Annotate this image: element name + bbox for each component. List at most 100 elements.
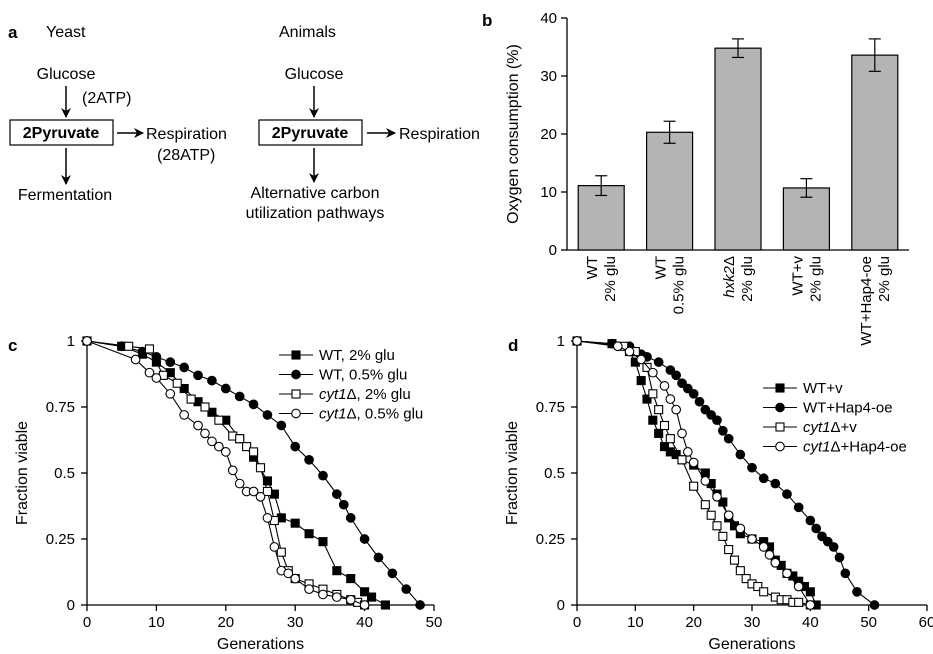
x-tick-label: 30 xyxy=(287,614,304,631)
y-tick-label: 1 xyxy=(67,333,75,350)
y-tick-label: 20 xyxy=(540,126,557,143)
y-tick-label: 0.5 xyxy=(544,465,565,482)
data-point xyxy=(712,415,722,426)
data-point xyxy=(665,434,675,444)
data-point xyxy=(805,600,816,610)
series-3 xyxy=(572,336,816,610)
data-point xyxy=(747,462,757,473)
data-point xyxy=(671,449,681,460)
panel-a: a Yeast Glucose (2ATP) 2Pyruvate Respira… xyxy=(8,23,480,222)
data-point xyxy=(331,489,342,499)
animals-alternative-label-2: utilization pathways xyxy=(246,205,385,222)
y-tick-label: 0.5 xyxy=(54,465,75,482)
data-point xyxy=(331,592,342,602)
data-point xyxy=(624,346,635,357)
legend-label: WT, 2% glu xyxy=(319,347,395,364)
data-point xyxy=(717,425,728,436)
data-point xyxy=(346,574,356,584)
data-point xyxy=(770,478,781,489)
y-axis-label: Fraction viable xyxy=(504,421,521,525)
data-point xyxy=(235,434,245,444)
legend-label: cyt1Δ+Hap4-oe xyxy=(803,439,907,456)
panel-letter-a: a xyxy=(8,23,18,42)
data-point xyxy=(805,515,816,526)
legend-label: WT+v xyxy=(803,380,843,397)
x-tick-label: 0 xyxy=(573,614,581,631)
data-point xyxy=(735,566,745,576)
data-point xyxy=(220,383,231,394)
data-point xyxy=(759,587,769,597)
data-point xyxy=(124,341,134,351)
data-point xyxy=(172,378,182,388)
data-point xyxy=(735,523,746,534)
data-point xyxy=(689,481,699,491)
series-3 xyxy=(82,336,370,610)
y-tick-label: 0 xyxy=(557,597,565,614)
x-axis-label: Generations xyxy=(217,636,304,653)
data-point xyxy=(359,534,370,544)
bar xyxy=(714,47,762,251)
data-point xyxy=(811,523,822,534)
x-tick-label: 40 xyxy=(802,614,819,631)
data-point xyxy=(654,405,664,415)
series-0 xyxy=(572,336,821,610)
data-point xyxy=(193,370,203,381)
data-point xyxy=(248,486,259,497)
x-tick-label: 50 xyxy=(860,614,877,631)
data-point xyxy=(207,436,217,447)
data-point xyxy=(735,449,746,460)
data-point xyxy=(758,542,769,552)
yeast-respiration-label: Respiration xyxy=(146,126,227,143)
x-category-label-line2: 2% glu xyxy=(739,256,756,302)
data-point xyxy=(852,586,862,597)
data-point xyxy=(290,441,301,452)
survival-chart-c: 0 10 20 30 40 50 0 0.25 0.5 0.75 1 Generations Fract… xyxy=(14,333,442,653)
data-point xyxy=(869,600,880,610)
data-point xyxy=(234,391,245,402)
y-tick-label: 0.75 xyxy=(46,399,75,416)
y-tick-label: 40 xyxy=(540,10,557,27)
data-point xyxy=(186,394,196,404)
y-tick-label: 0 xyxy=(549,242,557,259)
legend-marker xyxy=(291,389,301,399)
y-tick-label: 10 xyxy=(540,184,557,201)
x-category-label-line2: 2% glu xyxy=(807,256,824,302)
animals-pyruvate-label: 2Pyruvate xyxy=(272,125,349,142)
yeast-glucose-label: Glucose xyxy=(37,66,96,83)
data-point xyxy=(782,489,792,499)
legend-marker xyxy=(291,350,301,360)
data-point xyxy=(242,442,252,452)
data-point xyxy=(793,581,804,592)
series-2 xyxy=(572,336,815,610)
y-tick-label: 0.25 xyxy=(536,531,565,548)
data-point xyxy=(758,473,769,484)
legend-label: cyt1Δ, 2% glu xyxy=(319,386,411,403)
y-tick-label: 0.75 xyxy=(536,399,565,416)
panel-letter-c: c xyxy=(8,336,17,355)
data-point xyxy=(249,447,259,457)
bar xyxy=(645,131,694,251)
x-category-label-line1: WT xyxy=(653,256,670,279)
data-point xyxy=(214,415,224,425)
data-point xyxy=(82,336,92,346)
data-point xyxy=(373,552,384,563)
legend-marker xyxy=(775,422,785,432)
survival-chart-d: 0 10 20 30 40 50 60 0 0.25 0.5 0.75 1 Generations Fra… xyxy=(504,333,933,653)
series-1 xyxy=(572,336,880,610)
data-point xyxy=(179,410,190,420)
data-point xyxy=(207,407,217,417)
data-point xyxy=(220,447,231,457)
data-point xyxy=(654,428,664,438)
data-point xyxy=(723,433,734,444)
data-point xyxy=(234,478,245,489)
data-point xyxy=(671,404,682,415)
x-category-label-line1: WT xyxy=(584,256,601,279)
data-point xyxy=(747,534,757,544)
y-tick-label: 0.25 xyxy=(46,531,75,548)
legend-label: WT, 0.5% glu xyxy=(319,367,407,384)
data-point xyxy=(366,592,377,602)
data-point xyxy=(677,455,687,465)
yeast-title: Yeast xyxy=(46,24,86,41)
data-point xyxy=(770,557,781,568)
